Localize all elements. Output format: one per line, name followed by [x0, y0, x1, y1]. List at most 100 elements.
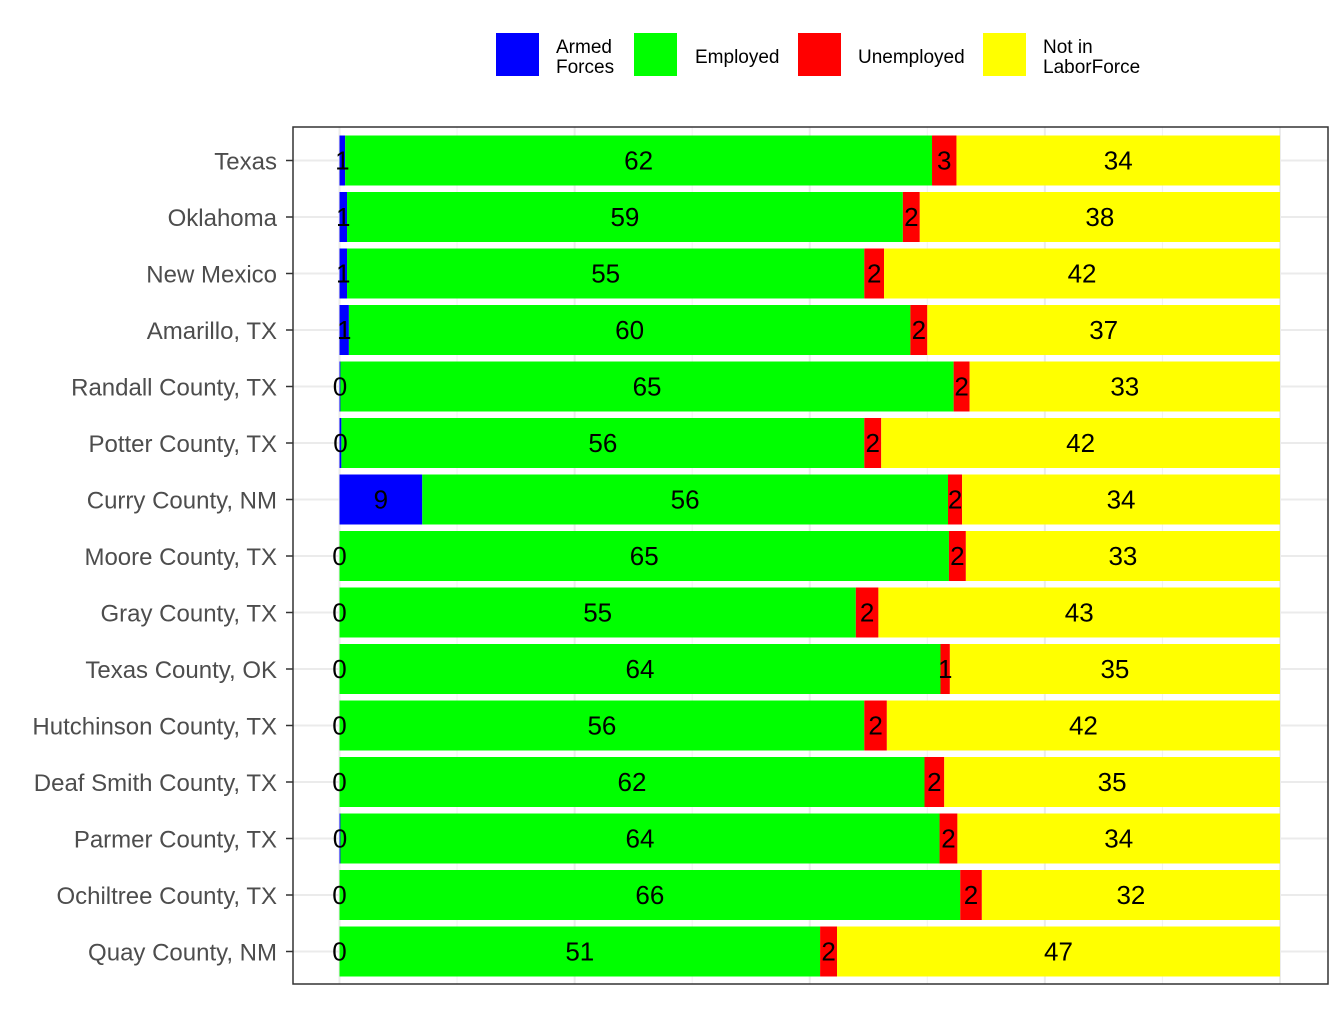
- data-label-armed-forces: 1: [335, 146, 349, 176]
- bar-armed-forces: [339, 248, 348, 299]
- y-tick-label: Gray County, TX: [100, 601, 277, 628]
- bar-unemployed: [864, 248, 885, 299]
- y-tick-label: Deaf Smith County, TX: [34, 770, 277, 797]
- bar-armed-forces: [339, 361, 341, 412]
- legend-label-unemployed: Unemployed: [858, 47, 965, 68]
- data-label-armed-forces: 0: [333, 372, 347, 402]
- legend-key-not-in-laborforce: [983, 33, 1026, 76]
- bar-employed: [339, 644, 941, 694]
- data-label-employed: 55: [591, 259, 620, 289]
- y-tick-label: Texas: [214, 149, 277, 176]
- legend-key-armed-forces: [496, 33, 539, 76]
- data-label-not-in-laborforce: 47: [1044, 937, 1073, 967]
- data-label-armed-forces: 0: [332, 541, 346, 571]
- data-label-employed: 64: [626, 654, 655, 684]
- bar-armed-forces: [339, 474, 423, 525]
- data-label-not-in-laborforce: 42: [1068, 259, 1097, 289]
- bar-armed-forces: [339, 135, 346, 186]
- data-label-unemployed: 2: [927, 767, 941, 797]
- data-label-unemployed: 2: [954, 372, 968, 402]
- bar-employed: [339, 926, 821, 977]
- bar-not-in-laborforce: [884, 248, 1280, 299]
- data-label-not-in-laborforce: 34: [1104, 146, 1133, 176]
- data-label-armed-forces: 0: [332, 711, 346, 741]
- bar-unemployed: [948, 531, 966, 581]
- bar-armed-forces: [339, 192, 348, 242]
- data-label-unemployed: 2: [904, 202, 918, 232]
- data-label-employed: 62: [618, 767, 647, 797]
- data-label-unemployed: 2: [912, 315, 926, 345]
- data-label-not-in-laborforce: 42: [1066, 428, 1095, 458]
- bar-employed: [339, 700, 865, 751]
- data-label-employed: 51: [565, 937, 594, 967]
- y-tick-label: Randall County, TX: [71, 375, 277, 402]
- data-label-armed-forces: 1: [337, 315, 351, 345]
- data-label-unemployed: 2: [867, 259, 881, 289]
- data-label-unemployed: 2: [860, 598, 874, 628]
- bar-not-in-laborforce: [965, 531, 1280, 581]
- data-label-armed-forces: 1: [336, 259, 350, 289]
- data-label-armed-forces: 9: [374, 485, 388, 515]
- bar-unemployed: [953, 361, 970, 412]
- data-label-unemployed: 2: [941, 824, 955, 854]
- data-label-not-in-laborforce: 32: [1116, 880, 1145, 910]
- legend-label-not-in-laborforce: Not in LaborForce: [1043, 37, 1140, 78]
- data-label-not-in-laborforce: 35: [1100, 654, 1129, 684]
- y-tick-label: Parmer County, TX: [74, 827, 277, 854]
- data-label-not-in-laborforce: 35: [1098, 767, 1127, 797]
- bar-armed-forces: [339, 418, 342, 468]
- bar-unemployed: [820, 926, 838, 977]
- y-tick-label: Texas County, OK: [85, 657, 277, 684]
- data-label-unemployed: 2: [964, 880, 978, 910]
- bar-employed: [340, 813, 940, 864]
- legend-label-armed-forces: Armed Forces: [556, 37, 614, 78]
- data-label-armed-forces: 0: [333, 428, 347, 458]
- bar-employed: [422, 474, 949, 525]
- bar-not-in-laborforce: [944, 757, 1280, 807]
- y-tick-label: Curry County, NM: [87, 488, 277, 515]
- bar-employed: [341, 418, 865, 468]
- data-label-armed-forces: 1: [336, 202, 350, 232]
- bar-unemployed: [939, 813, 958, 864]
- data-label-employed: 62: [624, 146, 653, 176]
- y-tick-label: New Mexico: [146, 262, 277, 289]
- bar-not-in-laborforce: [881, 418, 1280, 468]
- data-label-unemployed: 2: [948, 485, 962, 515]
- data-label-not-in-laborforce: 37: [1089, 315, 1118, 345]
- bar-not-in-laborforce: [927, 305, 1280, 355]
- data-label-armed-forces: 0: [332, 598, 346, 628]
- bar-armed-forces: [339, 813, 341, 864]
- bar-unemployed: [864, 700, 887, 751]
- y-tick-label: Oklahoma: [168, 205, 278, 232]
- y-tick-label: Hutchinson County, TX: [32, 714, 277, 741]
- legend-key-employed: [634, 33, 677, 76]
- data-label-not-in-laborforce: 34: [1104, 824, 1133, 854]
- data-label-unemployed: 2: [868, 711, 882, 741]
- bar-unemployed: [960, 870, 982, 920]
- legend-label-employed: Employed: [695, 47, 780, 68]
- bar-employed: [339, 587, 856, 638]
- bar-unemployed: [864, 418, 882, 468]
- data-label-armed-forces: 0: [332, 937, 346, 967]
- data-label-employed: 56: [671, 485, 700, 515]
- bar-unemployed: [924, 757, 945, 807]
- data-label-employed: 56: [588, 428, 617, 458]
- bar-employed: [339, 531, 949, 581]
- bar-unemployed: [948, 474, 963, 525]
- data-label-not-in-laborforce: 33: [1110, 372, 1139, 402]
- data-label-employed: 55: [583, 598, 612, 628]
- bar-employed: [347, 192, 903, 242]
- bar-employed: [340, 361, 954, 412]
- bar-not-in-laborforce: [956, 135, 1280, 186]
- data-label-employed: 65: [630, 541, 659, 571]
- data-label-unemployed: 2: [866, 428, 880, 458]
- bar-not-in-laborforce: [962, 474, 1280, 525]
- bar-employed: [339, 870, 961, 920]
- data-label-employed: 56: [587, 711, 616, 741]
- data-label-unemployed: 1: [938, 654, 952, 684]
- data-label-unemployed: 3: [937, 146, 951, 176]
- legend-key-unemployed: [798, 33, 841, 76]
- bar-unemployed: [902, 192, 920, 242]
- y-tick-label: Amarillo, TX: [147, 318, 277, 345]
